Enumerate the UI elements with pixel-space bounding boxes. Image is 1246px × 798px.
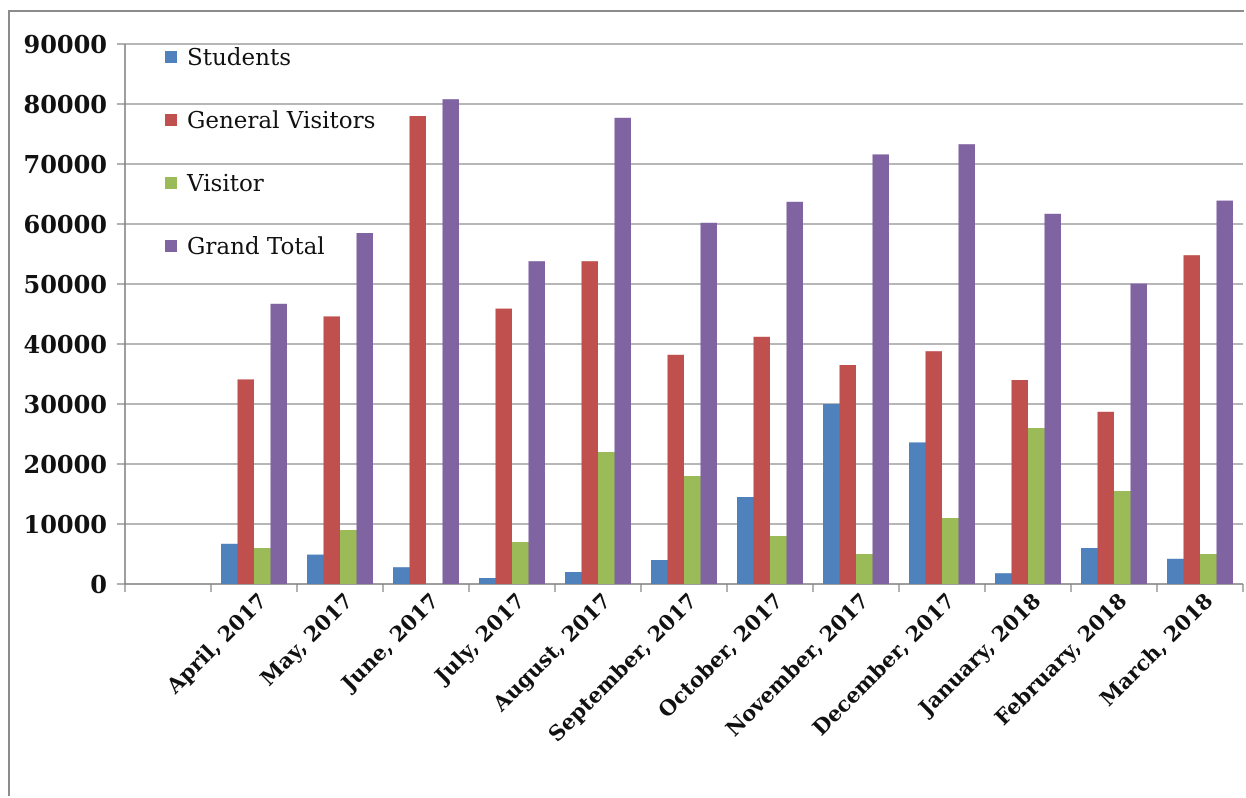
bar-general-visitors (323, 316, 340, 584)
bar-visitor (856, 554, 873, 584)
bar-students (909, 442, 926, 584)
bar-grand-total (1044, 213, 1061, 585)
bar-students (737, 497, 754, 584)
bar-grand-total (700, 222, 717, 585)
y-tick-label: 60000 (24, 210, 108, 239)
y-tick-label: 20000 (24, 450, 108, 479)
bar-general-visitors (753, 336, 770, 584)
bar-visitor (254, 548, 271, 584)
bar-general-visitors (237, 379, 254, 584)
y-tick-label: 30000 (24, 390, 108, 419)
x-category-label: November, 2017 (720, 588, 873, 741)
bar-students (393, 567, 410, 584)
y-tick-label: 40000 (24, 330, 108, 359)
bar-grand-total (442, 99, 459, 584)
legend-label-general-visitors: General Visitors (187, 108, 375, 134)
bar-general-visitors (409, 116, 426, 584)
y-tick-label: 90000 (24, 30, 108, 59)
legend-label-grand-total: Grand Total (187, 234, 325, 260)
bars (221, 99, 1233, 585)
bar-general-visitors (925, 351, 942, 584)
legend-label-visitor: Visitor (186, 171, 264, 197)
bar-grand-total (872, 154, 889, 584)
bar-grand-total (356, 233, 373, 584)
bar-general-visitors (667, 354, 684, 584)
bar-students (651, 560, 668, 584)
y-tick-label: 50000 (24, 270, 108, 299)
bar-students (823, 404, 840, 584)
legend-swatch-general-visitors (165, 114, 177, 126)
bar-general-visitors (1011, 380, 1028, 584)
bar-visitor (1200, 554, 1217, 584)
bar-general-visitors (1097, 411, 1114, 584)
legend: Students General Visitors Visitor Grand Tot… (165, 45, 375, 260)
y-tick-label: 0 (90, 570, 107, 599)
x-category-label: April, 2017 (160, 588, 271, 699)
legend-label-students: Students (187, 45, 291, 71)
bar-students (1081, 548, 1098, 584)
bar-visitor (340, 530, 357, 584)
bar-grand-total (270, 303, 287, 584)
chart-frame (8, 10, 1244, 796)
bar-grand-total (614, 117, 631, 585)
bar-grand-total (1216, 200, 1233, 584)
bar-students (307, 554, 324, 584)
y-tick-label: 10000 (24, 510, 108, 539)
bar-visitor (770, 536, 787, 584)
legend-swatch-students (165, 51, 177, 63)
bar-visitor (942, 518, 959, 584)
bar-general-visitors (581, 261, 598, 584)
legend-swatch-visitor (165, 177, 177, 189)
bar-visitor (598, 452, 615, 584)
bar-visitor (1028, 428, 1045, 584)
bar-grand-total (786, 201, 803, 585)
bar-grand-total (528, 261, 545, 584)
bar-visitor (1114, 491, 1131, 584)
bar-general-visitors (495, 308, 512, 584)
x-category-label: December, 2017 (807, 588, 959, 740)
y-tick-label: 80000 (24, 90, 108, 119)
bar-students (565, 572, 582, 584)
bar-visitor (512, 542, 529, 584)
bar-students (221, 543, 238, 584)
bar-grand-total (1130, 283, 1147, 584)
legend-swatch-grand-total (165, 240, 177, 252)
bar-visitor (684, 476, 701, 584)
bar-general-visitors (839, 365, 856, 584)
y-axis-tick-labels: 0 10000 20000 30000 40000 50000 60000 70000 8000… (24, 30, 108, 599)
bar-students (995, 573, 1012, 584)
bar-students (1167, 558, 1184, 584)
bar-grand-total (958, 144, 975, 584)
y-tick-label: 70000 (24, 150, 108, 179)
bar-students (479, 578, 496, 584)
bar-general-visitors (1183, 255, 1200, 584)
x-category-label: September, 2017 (543, 588, 702, 747)
